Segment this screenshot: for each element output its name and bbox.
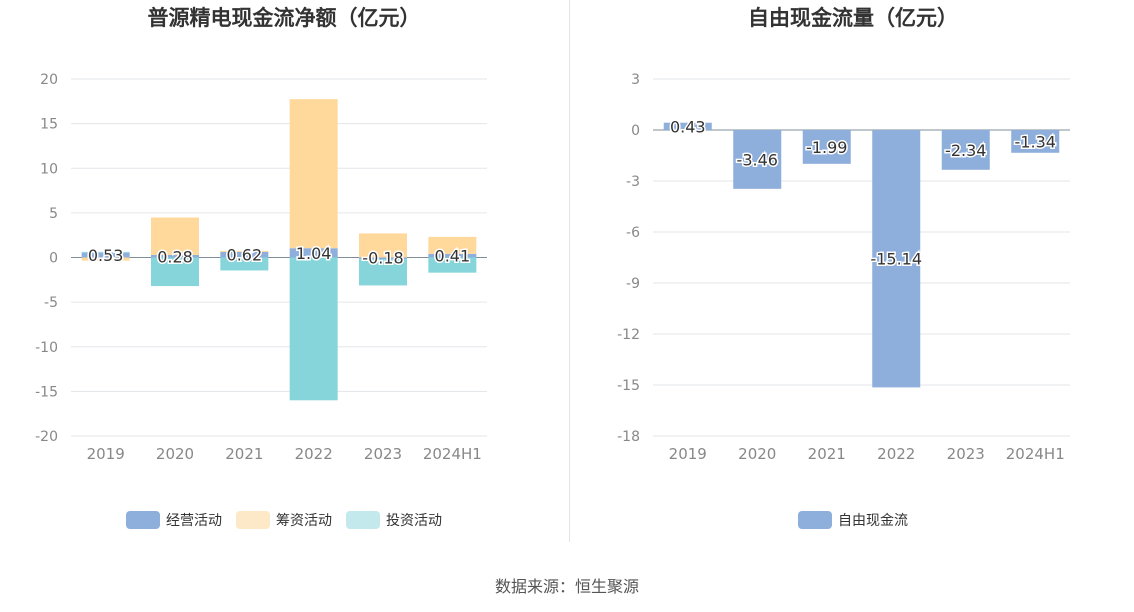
free-cash-flow-chart-panel: 自由现金流量（亿元） 3 0 -3 -6 -9 -12 -15 -18 2019 0.43 2020…	[572, 0, 1134, 545]
bar-4	[359, 233, 407, 258]
x-tick-label: 2020	[156, 445, 194, 463]
bar-1	[151, 257, 199, 287]
x-tick-label: 2021	[808, 445, 846, 463]
bar-3	[289, 99, 338, 249]
bar-2	[220, 251, 269, 258]
x-tick-label: 2022	[877, 445, 915, 463]
legend-swatch	[126, 511, 160, 529]
bar-5	[1011, 130, 1060, 153]
y-tick-label: 20	[40, 72, 58, 88]
bar-3	[289, 257, 338, 401]
x-tick-label: 2019	[87, 445, 125, 463]
bar-3	[872, 130, 921, 388]
y-tick-label: -15	[617, 378, 640, 394]
x-tick-label: 2020	[738, 445, 776, 463]
chart-title: 自由现金流量（亿元）	[748, 6, 958, 30]
x-tick-label: 2023	[947, 445, 985, 463]
legend-item-operating[interactable]: 经营活动	[126, 510, 222, 530]
y-tick-label: 10	[40, 161, 58, 177]
bar-4	[359, 259, 407, 286]
x-tick-label: 2021	[225, 445, 263, 463]
bar-2	[220, 257, 269, 271]
y-tick-label: -20	[35, 429, 58, 445]
cash-flow-net-chart: 20 15 10 5 0 -5 -10 -15 -20 2019 0.53 2020 0.28 2021 0…	[35, 72, 487, 463]
bar-0	[81, 251, 130, 253]
chart-legend: 经营活动 筹资活动 投资活动	[0, 510, 568, 530]
panel-divider	[569, 0, 570, 542]
data-label: 0.62	[227, 246, 263, 265]
bar-0	[81, 252, 130, 258]
y-tick-label: -15	[35, 384, 58, 400]
bar-0	[81, 257, 130, 261]
legend-item-financing[interactable]: 筹资活动	[236, 510, 332, 530]
y-tick-label: 5	[49, 206, 58, 222]
legend-label: 投资活动	[386, 513, 442, 529]
data-label: -2.34	[945, 141, 986, 160]
data-label: -3.46	[737, 150, 778, 169]
data-label: -1.34	[1015, 132, 1056, 151]
bar-4	[359, 257, 407, 260]
x-tick-label: 2023	[364, 445, 402, 463]
bar-4	[941, 130, 990, 170]
data-label: 0.43	[670, 117, 706, 136]
chart-legend: 自由现金流	[572, 510, 1134, 530]
legend-label: 自由现金流	[838, 513, 908, 529]
y-tick-label: -12	[617, 327, 640, 343]
legend-item-free-cash-flow[interactable]: 自由现金流	[798, 510, 908, 530]
bar-3	[289, 248, 338, 258]
bar-5	[428, 253, 477, 258]
chart-title: 普源精电现金流净额（亿元）	[147, 6, 421, 30]
cash-flow-net-chart-panel: 普源精电现金流净额（亿元） 20 15 10 5 0 -5 -10 -15 -20 2019 0.5…	[0, 0, 568, 545]
y-tick-label: -18	[617, 429, 640, 445]
x-tick-label: 2024H1	[423, 445, 482, 463]
legend-swatch	[798, 511, 832, 529]
bar-1	[151, 217, 199, 256]
legend-swatch	[236, 511, 270, 529]
data-label: 0.28	[157, 247, 193, 266]
y-tick-label: -6	[626, 225, 640, 241]
data-label: -1.99	[806, 138, 847, 157]
bar-2	[802, 130, 851, 164]
bar-1	[151, 255, 199, 258]
data-source-note: 数据来源：恒生聚源	[494, 577, 639, 596]
y-tick-label: 0	[49, 251, 58, 267]
bar-5	[428, 257, 477, 273]
data-label: -0.18	[362, 249, 403, 268]
legend-item-investing[interactable]: 投资活动	[346, 510, 442, 530]
bar-0	[663, 122, 712, 130]
legend-label: 筹资活动	[276, 513, 332, 529]
bar-1	[733, 130, 782, 189]
data-label: 1.04	[296, 244, 332, 263]
legend-label: 经营活动	[166, 513, 222, 529]
y-tick-label: 15	[40, 117, 58, 133]
free-cash-flow-chart: 3 0 -3 -6 -9 -12 -15 -18 2019 0.43 2020 -3.46 2021 -1…	[617, 72, 1070, 463]
data-label: -15.14	[870, 250, 922, 269]
bar-2	[220, 250, 269, 252]
y-tick-label: -9	[626, 276, 640, 292]
y-tick-label: 0	[631, 123, 640, 139]
legend-swatch	[346, 511, 380, 529]
y-tick-label: -5	[44, 295, 58, 311]
data-label: 0.53	[88, 246, 124, 265]
x-tick-label: 2019	[669, 445, 707, 463]
x-tick-label: 2022	[295, 445, 333, 463]
x-tick-label: 2024H1	[1006, 445, 1065, 463]
data-label: 0.41	[435, 247, 471, 266]
y-tick-label: -10	[35, 340, 58, 356]
y-tick-label: 3	[631, 72, 640, 88]
bar-5	[428, 236, 477, 254]
y-tick-label: -3	[626, 174, 640, 190]
